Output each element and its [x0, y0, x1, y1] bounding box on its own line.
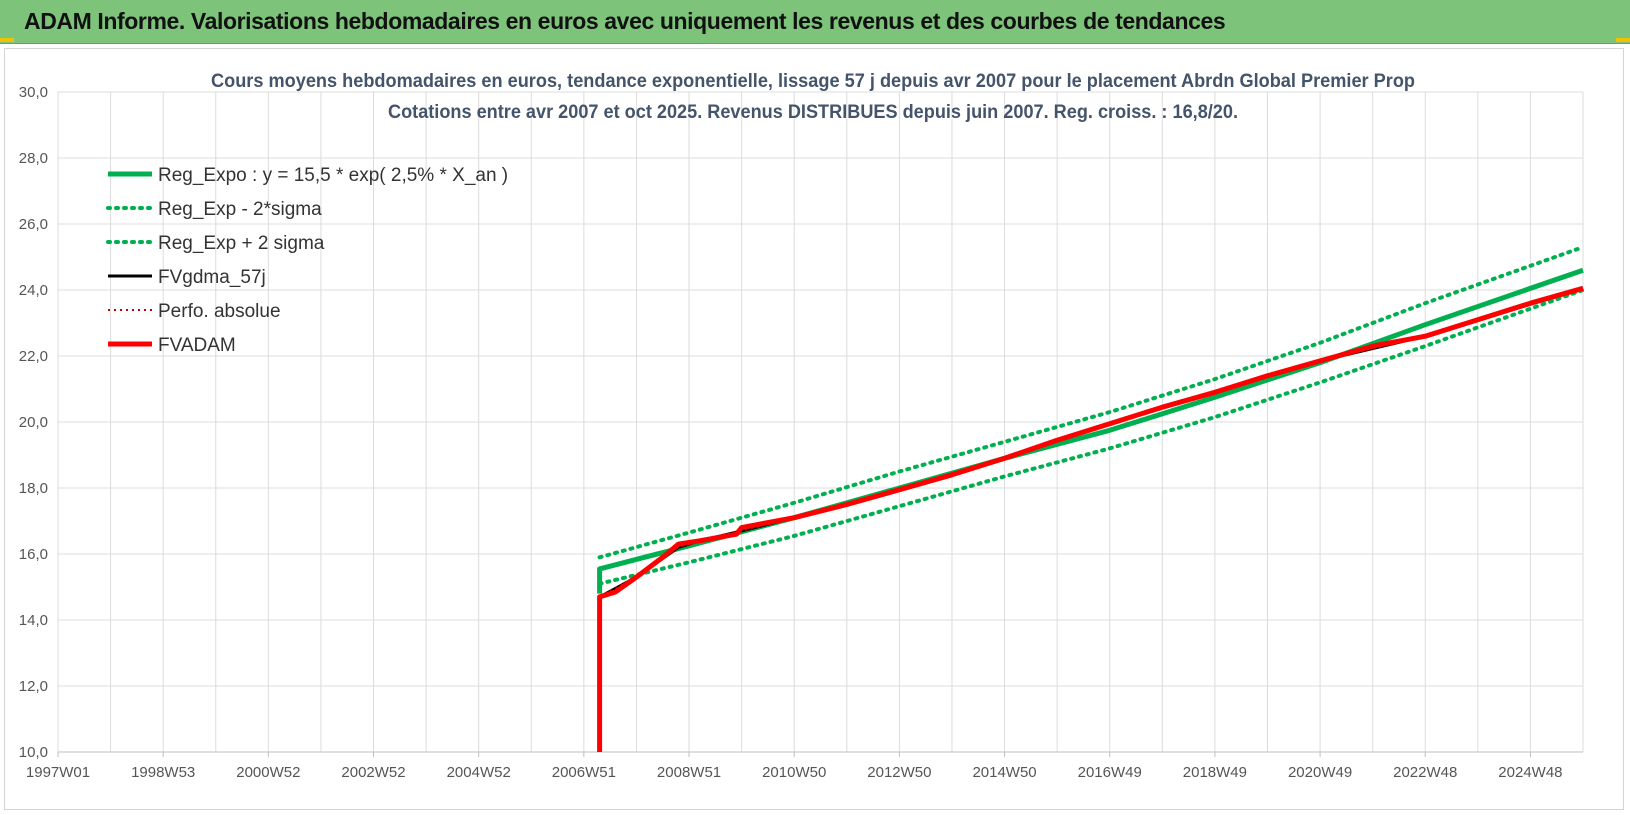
- legend-label: Reg_Expo : y = 15,5 * exp( 2,5% * X_an ): [158, 165, 508, 186]
- legend-label: FVADAM: [158, 335, 236, 356]
- x-tick-label: 2024W48: [1498, 764, 1562, 781]
- y-tick-label: 12,0: [19, 678, 48, 695]
- chart-titles: Cours moyens hebdomadaires en euros, ten…: [211, 71, 1415, 123]
- chart-title-line2: Cotations entre avr 2007 et oct 2025. Re…: [388, 102, 1238, 123]
- y-tick-label: 30,0: [19, 84, 48, 101]
- header-bar: ADAM Informe. Valorisations hebdomadaire…: [0, 0, 1630, 44]
- legend-label: Reg_Exp - 2*sigma: [158, 199, 322, 220]
- x-tick-label: 1997W01: [26, 764, 90, 781]
- y-tick-label: 16,0: [19, 546, 48, 563]
- y-tick-label: 14,0: [19, 612, 48, 629]
- y-tick-label: 24,0: [19, 282, 48, 299]
- y-tick-label: 18,0: [19, 480, 48, 497]
- corner-marker-right: [1616, 38, 1630, 42]
- y-tick-label: 22,0: [19, 348, 48, 365]
- x-tick-label: 2004W52: [447, 764, 511, 781]
- x-tick-label: 2008W51: [657, 764, 721, 781]
- series-line-5: [597, 285, 1584, 752]
- x-tick-label: 2000W52: [236, 764, 300, 781]
- x-tick-label: 2002W52: [341, 764, 405, 781]
- x-tick-label: 2022W48: [1393, 764, 1457, 781]
- x-tick-label: 2020W49: [1288, 764, 1352, 781]
- series-line-2: [597, 245, 1585, 560]
- y-tick-label: 26,0: [19, 216, 48, 233]
- legend: Reg_Expo : y = 15,5 * exp( 2,5% * X_an )…: [106, 165, 508, 356]
- x-tick-label: 2016W49: [1078, 764, 1142, 781]
- series-line-1: [597, 288, 1585, 586]
- x-tick-label: 2012W50: [867, 764, 931, 781]
- x-tick-label: 2014W50: [972, 764, 1036, 781]
- y-tick-label: 20,0: [19, 414, 48, 431]
- y-tick-label: 10,0: [19, 744, 48, 761]
- page-title: ADAM Informe. Valorisations hebdomadaire…: [24, 8, 1226, 34]
- grid-lines: [57, 91, 1584, 753]
- legend-label: Perfo. absolue: [158, 301, 281, 322]
- corner-marker-left: [0, 38, 14, 42]
- series-line-3: [598, 286, 1584, 752]
- x-tick-label: 1998W53: [131, 764, 195, 781]
- x-tick-label: 2006W51: [552, 764, 616, 781]
- legend-label: FVgdma_57j: [158, 267, 266, 288]
- chart-frame: [4, 48, 1624, 810]
- y-tick-label: 28,0: [19, 150, 48, 167]
- x-axis-ticks: 1997W01 1998W53 2000W52 2002W52 2004W52 2006W…: [26, 752, 1563, 781]
- legend-label: Reg_Exp + 2 sigma: [158, 233, 325, 254]
- series-lines: [597, 245, 1585, 752]
- y-axis-ticks: 10,0 12,0 14,0 16,0 18,0 20,0 22,0 24,0 26,0 28,0…: [19, 84, 48, 761]
- x-tick-label: 2018W49: [1183, 764, 1247, 781]
- x-tick-label: 2010W50: [762, 764, 826, 781]
- chart-title-line1: Cours moyens hebdomadaires en euros, ten…: [211, 71, 1415, 92]
